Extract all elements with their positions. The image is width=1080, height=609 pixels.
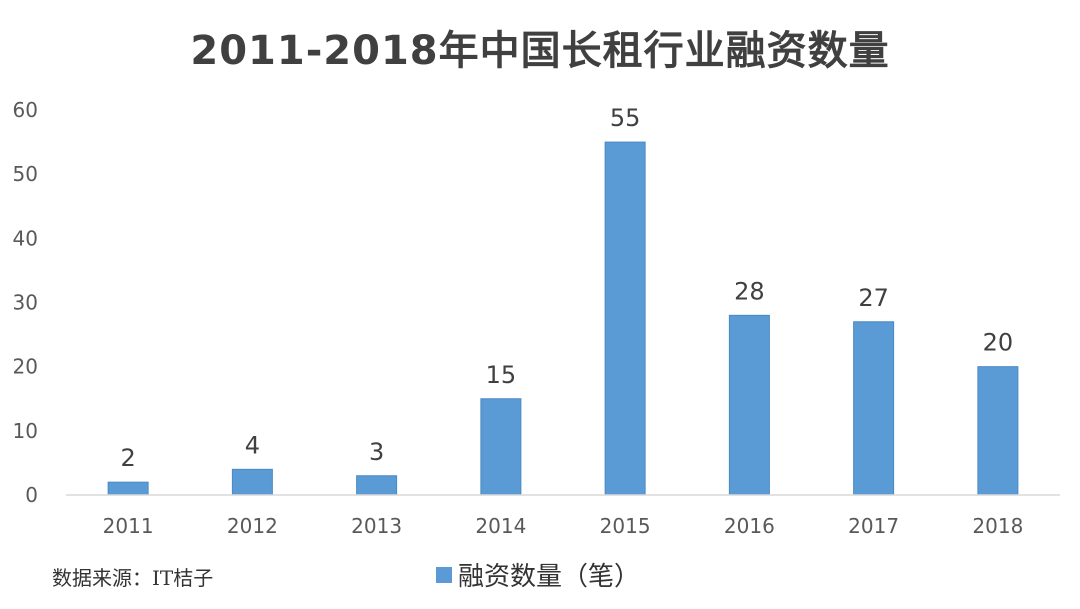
x-tick-label: 2012	[227, 514, 278, 538]
data-label: 28	[734, 277, 765, 305]
y-tick-label: 60	[13, 98, 38, 122]
x-tick-label: 2015	[600, 514, 651, 538]
x-tick-label: 2013	[351, 514, 402, 538]
x-tick-label: 2011	[103, 514, 154, 538]
legend-swatch	[436, 566, 452, 583]
bar	[977, 366, 1019, 496]
data-label: 20	[983, 329, 1014, 357]
data-label: 3	[369, 438, 384, 466]
bar	[853, 321, 895, 496]
data-label: 2	[120, 444, 135, 472]
y-tick-label: 40	[13, 226, 38, 250]
data-label: 27	[858, 284, 889, 312]
y-tick-label: 50	[13, 162, 38, 186]
bar-series	[107, 141, 1019, 496]
x-tick-label: 2014	[475, 514, 526, 538]
bar	[480, 398, 522, 496]
y-tick-label: 20	[13, 355, 38, 379]
bar	[728, 314, 770, 496]
y-tick-label: 10	[13, 419, 38, 443]
data-label: 4	[245, 431, 260, 459]
x-tick-label: 2016	[724, 514, 775, 538]
y-tick-label: 30	[13, 291, 38, 315]
bar	[356, 475, 398, 496]
x-tick-label: 2018	[972, 514, 1023, 538]
y-axis-ticks: 0 10 20 30 40 50 60	[13, 98, 38, 507]
legend: 融资数量（笔）	[436, 556, 640, 593]
x-tick-label: 2017	[848, 514, 899, 538]
data-label: 15	[486, 361, 517, 389]
legend-label: 融资数量（笔）	[458, 562, 641, 592]
data-label: 55	[610, 104, 641, 132]
bar	[107, 481, 149, 496]
bar	[604, 141, 646, 496]
data-labels: 2 4 3 15 55 28 27 20	[120, 104, 1013, 472]
x-axis-ticks: 2011 2012 2013 2014 2015 2016 2017 2018	[103, 514, 1024, 538]
bar	[231, 468, 273, 496]
source-note: 数据来源：IT桔子	[52, 566, 214, 590]
y-tick-label: 0	[25, 483, 38, 507]
chart-title: 2011-2018年中国长租行业融资数量	[190, 28, 890, 74]
